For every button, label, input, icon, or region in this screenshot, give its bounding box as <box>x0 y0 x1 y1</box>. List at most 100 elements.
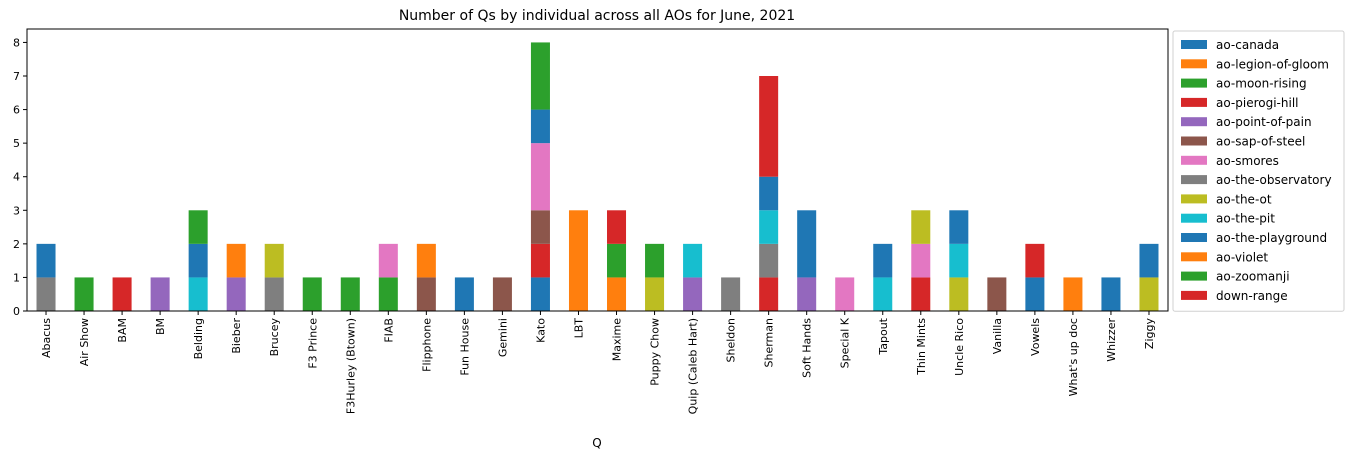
legend-label: ao-sap-of-steel <box>1216 135 1305 149</box>
legend-frame <box>1172 30 1345 312</box>
bar-segment <box>1139 243 1159 278</box>
bar-segment <box>759 243 779 278</box>
legend-swatch <box>1181 252 1207 262</box>
legend-label: ao-the-observatory <box>1216 173 1332 187</box>
bar-segment <box>454 277 474 311</box>
x-tick-label: BM <box>154 318 167 335</box>
legend-swatch <box>1181 213 1207 223</box>
bar-segment <box>1025 243 1045 278</box>
bar-segment <box>492 277 512 311</box>
bar-segment <box>987 277 1007 311</box>
legend-label: down-range <box>1216 289 1288 303</box>
bar-segment <box>759 210 779 244</box>
legend-swatch <box>1181 97 1207 107</box>
bar-segment <box>416 243 436 278</box>
bar-segment <box>188 243 208 278</box>
legend: ao-canada ao-legion-of-gloom ao-moon-risin… <box>1172 30 1345 312</box>
x-tick-label: Vanilla <box>991 318 1004 354</box>
y-tick-label: 7 <box>13 70 20 83</box>
bar-segment <box>568 210 588 311</box>
bar-segment <box>797 210 817 278</box>
legend-label: ao-the-pit <box>1216 212 1275 226</box>
legend-label: ao-pierogi-hill <box>1216 96 1298 110</box>
bar-segment <box>530 109 550 144</box>
bar-segment <box>721 277 741 311</box>
bar-segment <box>949 243 969 278</box>
x-axis-title: Q <box>592 436 601 450</box>
bar-segment <box>645 243 665 278</box>
legend-label: ao-point-of-pain <box>1216 115 1312 129</box>
bar-segment <box>835 277 855 311</box>
bar-segment <box>683 277 703 311</box>
legend-swatch <box>1181 194 1207 204</box>
x-tick-label: Sheldon <box>725 318 738 362</box>
x-tick-label: Abacus <box>40 318 53 358</box>
bar-segment <box>911 210 931 244</box>
y-tick-label: 2 <box>13 238 20 251</box>
bar-segment <box>683 243 703 278</box>
bar-segment <box>416 277 436 311</box>
legend-label: ao-the-ot <box>1216 192 1272 206</box>
legend-swatch <box>1181 175 1207 185</box>
y-tick-label: 0 <box>13 305 20 318</box>
bar-segment <box>530 277 550 311</box>
bars <box>36 42 1159 311</box>
bar-segment <box>1139 277 1159 311</box>
legend-label: ao-violet <box>1216 250 1268 264</box>
bar-segment <box>264 243 284 278</box>
bar-segment <box>188 277 208 311</box>
bar-segment <box>949 210 969 244</box>
x-tick-label: Brucey <box>268 318 281 357</box>
bar-segment <box>911 243 931 278</box>
legend-swatch <box>1181 78 1207 88</box>
legend-swatch <box>1181 271 1207 281</box>
bar-segment <box>188 210 208 244</box>
bar-segment <box>759 176 779 211</box>
y-tick-label: 8 <box>13 36 20 49</box>
legend-label: ao-the-playground <box>1216 231 1327 245</box>
x-tick-label: Gemini <box>496 318 509 357</box>
bar-segment <box>530 143 550 211</box>
bar-segment <box>1101 277 1121 311</box>
x-tick-label: Air Show <box>78 318 91 366</box>
legend-swatch <box>1181 290 1207 300</box>
bar-segment <box>873 277 893 311</box>
legend-swatch <box>1181 155 1207 165</box>
x-tick-label: Flipphone <box>420 318 433 372</box>
legend-label: ao-zoomanji <box>1216 270 1290 284</box>
bar-segment <box>759 277 779 311</box>
bar-segment <box>36 243 56 278</box>
bar-segment <box>36 277 56 311</box>
y-tick-label: 3 <box>13 204 20 217</box>
bar-segment <box>264 277 284 311</box>
chart-title: Number of Qs by individual across all AO… <box>399 8 795 24</box>
bar-segment <box>378 277 398 311</box>
bar-segment <box>150 277 170 311</box>
bar-segment <box>873 243 893 278</box>
x-tick-label: Belding <box>192 318 205 359</box>
bar-segment <box>226 243 246 278</box>
bar-segment <box>911 277 931 311</box>
legend-label: ao-canada <box>1216 38 1279 52</box>
x-tick-label: Vowels <box>1029 318 1042 356</box>
bar-segment <box>607 210 627 244</box>
x-tick-label: What's up doc <box>1067 318 1080 396</box>
bar-segment <box>302 277 322 311</box>
legend-label: ao-legion-of-gloom <box>1216 57 1329 71</box>
x-tick-label: Thin Mints <box>915 318 928 376</box>
x-tick-label: Maxime <box>611 318 624 362</box>
bar-segment <box>378 243 398 278</box>
bar-segment <box>112 277 132 311</box>
bar-segment <box>530 42 550 110</box>
x-tick-label: Puppy Chow <box>649 318 662 386</box>
bar-segment <box>949 277 969 311</box>
legend-label: ao-smores <box>1216 154 1279 168</box>
bar-segment <box>340 277 360 311</box>
legend-swatch <box>1181 136 1207 146</box>
bar-segment <box>759 76 779 177</box>
bar-segment <box>607 243 627 278</box>
plot-frame <box>26 28 1169 312</box>
x-tick-label: Uncle Rico <box>953 318 966 376</box>
